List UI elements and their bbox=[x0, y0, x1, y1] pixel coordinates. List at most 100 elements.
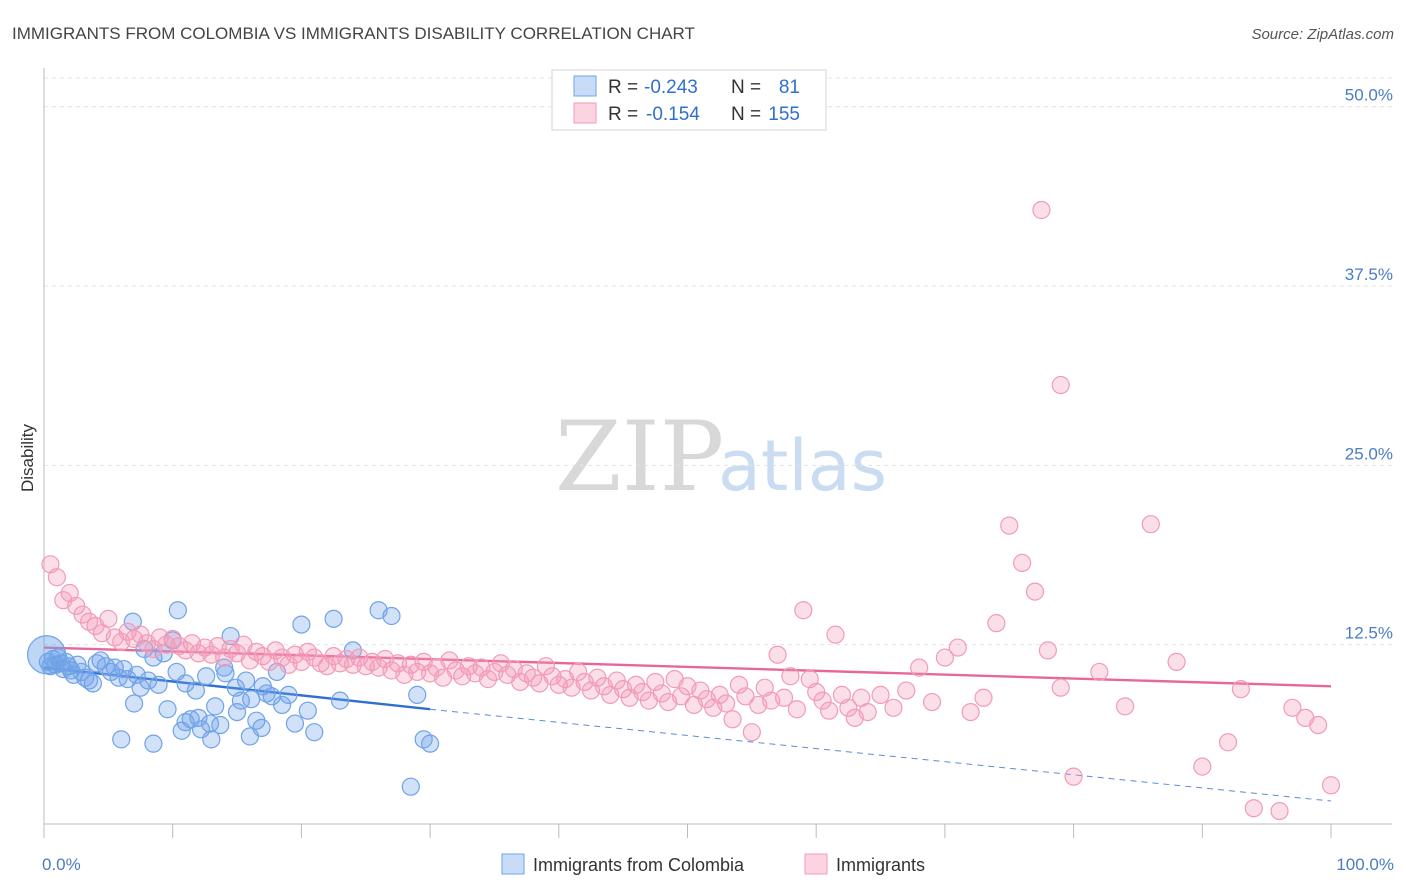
colombia-point-71[interactable] bbox=[124, 694, 144, 713]
immigrants-point-68[interactable] bbox=[478, 670, 498, 689]
immigrants-point-9[interactable] bbox=[99, 609, 118, 628]
colombia-point-76[interactable] bbox=[202, 730, 221, 749]
immigrants-point-148[interactable] bbox=[1193, 757, 1212, 776]
colombia-point-55[interactable] bbox=[272, 695, 292, 715]
immigrants-point-158[interactable] bbox=[1051, 375, 1070, 395]
colombia-point-43[interactable] bbox=[211, 715, 230, 735]
immigrants-point-151[interactable] bbox=[1244, 799, 1263, 818]
colombia-point-73[interactable] bbox=[168, 601, 187, 620]
immigrants-point-107[interactable] bbox=[729, 675, 749, 694]
immigrants-point-149[interactable] bbox=[1218, 733, 1238, 752]
immigrants-point-157[interactable] bbox=[1032, 200, 1051, 220]
immigrants-point-98[interactable] bbox=[671, 687, 691, 706]
colombia-point-45[interactable] bbox=[221, 626, 240, 646]
colombia-point-62[interactable] bbox=[330, 691, 350, 710]
data-points[interactable] bbox=[26, 200, 1341, 821]
immigrants-point-113[interactable] bbox=[768, 645, 787, 664]
immigrants-point-139[interactable] bbox=[1013, 553, 1032, 573]
immigrants-point-150[interactable] bbox=[1231, 680, 1251, 699]
immigrants-point-121[interactable] bbox=[819, 701, 839, 720]
immigrants-point-94[interactable] bbox=[646, 672, 665, 692]
immigrants-point-146[interactable] bbox=[1141, 515, 1160, 534]
immigrants-point-155[interactable] bbox=[1309, 715, 1328, 735]
colombia-point-44[interactable] bbox=[216, 664, 235, 683]
colombia-point-48[interactable] bbox=[236, 671, 256, 690]
colombia-point-23[interactable] bbox=[118, 670, 137, 689]
immigrants-point-1[interactable] bbox=[47, 568, 66, 587]
immigrants-point-77[interactable] bbox=[536, 657, 556, 676]
immigrants-point-120[interactable] bbox=[813, 691, 832, 710]
colombia-point-56[interactable] bbox=[279, 685, 298, 704]
immigrants-point-19[interactable] bbox=[163, 629, 182, 649]
colombia-point-65[interactable] bbox=[382, 606, 401, 626]
series-legend-label-colombia[interactable]: Immigrants from Colombia bbox=[533, 855, 745, 875]
immigrants-point-132[interactable] bbox=[922, 692, 942, 712]
immigrants-point-143[interactable] bbox=[1064, 767, 1083, 786]
immigrants-point-108[interactable] bbox=[736, 687, 755, 706]
immigrants-point-35[interactable] bbox=[266, 641, 285, 660]
colombia-point-72[interactable] bbox=[144, 734, 163, 753]
colombia-point-70[interactable] bbox=[112, 730, 131, 749]
colombia-point-60[interactable] bbox=[305, 723, 324, 742]
immigrants-point-117[interactable] bbox=[794, 601, 813, 620]
colombia-point-17[interactable] bbox=[91, 651, 110, 670]
immigrants-point-134[interactable] bbox=[948, 638, 967, 657]
immigrants-point-147[interactable] bbox=[1167, 652, 1186, 671]
immigrants-point-127[interactable] bbox=[858, 702, 877, 722]
colombia-point-69[interactable] bbox=[421, 734, 440, 753]
series-legend-swatch-immigrants[interactable] bbox=[804, 853, 828, 875]
colombia-point-54[interactable] bbox=[267, 662, 287, 682]
immigrants-point-5[interactable] bbox=[73, 605, 92, 624]
colombia-point-38[interactable] bbox=[186, 681, 205, 700]
immigrants-point-133[interactable] bbox=[935, 648, 955, 667]
immigrants-point-122[interactable] bbox=[826, 625, 845, 644]
immigrants-point-114[interactable] bbox=[774, 688, 794, 707]
colombia-point-59[interactable] bbox=[298, 701, 317, 720]
colombia-point-28[interactable] bbox=[139, 671, 158, 690]
immigrants-point-138[interactable] bbox=[1000, 516, 1019, 535]
colombia-point-15[interactable] bbox=[83, 674, 103, 693]
immigrants-point-140[interactable] bbox=[1025, 582, 1045, 601]
immigrants-point-131[interactable] bbox=[910, 658, 929, 677]
immigrants-point-124[interactable] bbox=[839, 698, 858, 717]
series-legend-label-immigrants[interactable]: Immigrants bbox=[836, 855, 925, 875]
immigrants-point-141[interactable] bbox=[1038, 641, 1057, 660]
colombia-point-32[interactable] bbox=[158, 700, 177, 719]
immigrants-point-153[interactable] bbox=[1283, 698, 1302, 717]
immigrants-point-145[interactable] bbox=[1115, 697, 1135, 716]
immigrants-point-152[interactable] bbox=[1270, 801, 1289, 821]
colombia-cluster-point[interactable] bbox=[26, 635, 67, 675]
colombia-point-67[interactable] bbox=[408, 685, 427, 704]
colombia-point-74[interactable] bbox=[176, 674, 195, 693]
immigrants-point-135[interactable] bbox=[961, 702, 980, 722]
immigrants-point-156[interactable] bbox=[1321, 776, 1341, 795]
immigrants-point-136[interactable] bbox=[974, 688, 993, 707]
series-legend-swatch-colombia[interactable] bbox=[501, 853, 525, 875]
immigrants-point-91[interactable] bbox=[626, 675, 646, 694]
immigrants-point-137[interactable] bbox=[987, 614, 1006, 633]
immigrants-point-82[interactable] bbox=[569, 662, 588, 682]
immigrants-point-105[interactable] bbox=[717, 694, 736, 713]
colombia-point-75[interactable] bbox=[189, 708, 208, 727]
colombia-point-77[interactable] bbox=[215, 658, 234, 677]
immigrants-point-116[interactable] bbox=[787, 700, 806, 719]
colombia-point-30[interactable] bbox=[149, 675, 168, 694]
immigrants-point-129[interactable] bbox=[884, 698, 903, 717]
colombia-point-57[interactable] bbox=[285, 714, 305, 733]
colombia-point-21[interactable] bbox=[109, 668, 128, 687]
colombia-point-66[interactable] bbox=[401, 777, 420, 796]
immigrants-point-142[interactable] bbox=[1051, 678, 1070, 697]
colombia-point-18[interactable] bbox=[96, 657, 115, 676]
immigrants-point-144[interactable] bbox=[1090, 662, 1109, 682]
colombia-point-6[interactable] bbox=[54, 659, 73, 679]
colombia-point-58[interactable] bbox=[292, 615, 311, 634]
immigrants-point-109[interactable] bbox=[742, 723, 761, 742]
colombia-point-42[interactable] bbox=[206, 697, 225, 716]
immigrants-point-62[interactable] bbox=[440, 651, 459, 670]
colombia-point-80[interactable] bbox=[253, 677, 272, 696]
immigrants-point-130[interactable] bbox=[897, 681, 916, 700]
colombia-point-79[interactable] bbox=[240, 727, 260, 746]
colombia-point-61[interactable] bbox=[324, 609, 343, 628]
colombia-point-20[interactable] bbox=[105, 658, 124, 677]
immigrants-point-128[interactable] bbox=[871, 685, 890, 704]
